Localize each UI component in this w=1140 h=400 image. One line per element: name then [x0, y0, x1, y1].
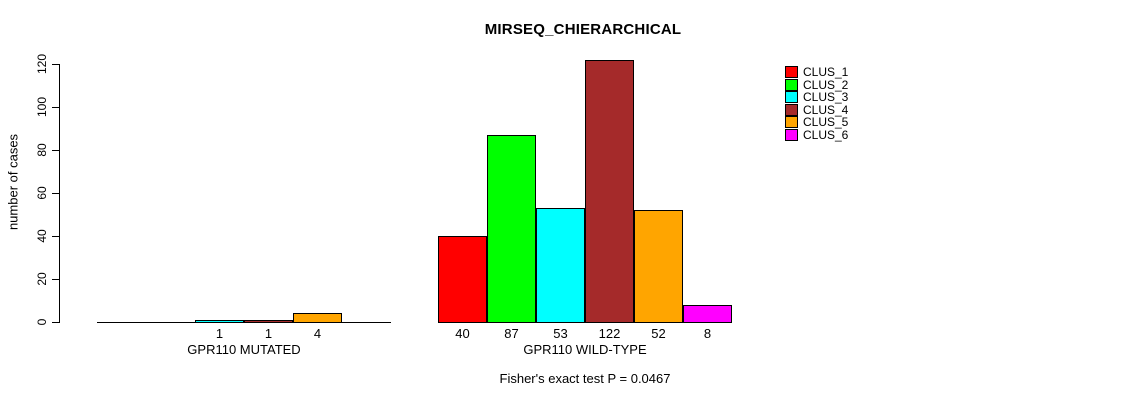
- y-axis-tick: [52, 235, 59, 237]
- bar-clus-3: [536, 208, 585, 323]
- group-label: GPR110 WILD-TYPE: [523, 342, 647, 357]
- legend-swatch: [785, 78, 798, 91]
- bar-clus-1: [438, 236, 487, 323]
- legend-label: CLUS_1: [803, 65, 849, 80]
- legend-label: CLUS_4: [803, 102, 849, 117]
- bar-value-label: 4: [313, 326, 322, 341]
- group-label: GPR110 MUTATED: [187, 342, 301, 357]
- legend-row: CLUS_1: [785, 66, 848, 79]
- legend-swatch: [785, 91, 798, 104]
- legend-label: CLUS_3: [803, 90, 849, 105]
- legend-label: CLUS_6: [803, 127, 849, 142]
- y-axis-tick-label: 120: [35, 53, 49, 75]
- y-axis-tick-label: 40: [35, 229, 49, 243]
- y-axis-tick-label: 80: [35, 143, 49, 157]
- bar-clus-5: [634, 210, 683, 323]
- bar-value-label: 8: [703, 326, 712, 341]
- legend-row: CLUS_3: [785, 91, 848, 104]
- y-axis-tick-label: 0: [35, 318, 49, 326]
- legend-row: CLUS_6: [785, 127, 849, 142]
- y-axis-tick-label: 100: [35, 96, 49, 118]
- y-axis-tick-label: 20: [35, 272, 49, 286]
- y-axis-tick: [52, 106, 59, 108]
- bar-value-label: 53: [553, 326, 568, 341]
- y-axis-tick: [52, 192, 59, 194]
- y-axis-tick: [52, 149, 59, 151]
- bar-value-label: 1: [264, 326, 273, 341]
- fisher-test-annotation: Fisher's exact test P = 0.0467: [499, 371, 671, 386]
- y-axis-label: number of cases: [5, 133, 21, 231]
- legend-swatch: [785, 66, 798, 79]
- bar-clus-4: [244, 320, 293, 323]
- legend-swatch: [785, 116, 798, 129]
- bar-clus-4: [585, 60, 634, 323]
- bar-value-label: 87: [504, 326, 519, 341]
- bar-clus-6: [683, 305, 732, 323]
- bar-clus-2: [487, 135, 536, 323]
- legend-row: CLUS_4: [785, 102, 849, 117]
- bar-clus-3: [195, 320, 244, 323]
- legend-label: CLUS_5: [803, 115, 849, 130]
- y-axis-tick: [52, 321, 59, 323]
- chart-title: MIRSEQ_CHIERARCHICAL: [484, 21, 682, 38]
- y-axis-tick-label: 60: [35, 186, 49, 200]
- legend: CLUS_1 CLUS_2 CLUS_3 CLUS_4 CLUS_5 CLUS_6: [785, 66, 848, 141]
- bar-value-label: 40: [455, 326, 470, 341]
- bar-value-label: 1: [215, 326, 224, 341]
- bar-value-label: 122: [598, 326, 621, 341]
- y-axis-tick: [52, 278, 59, 280]
- legend-swatch: [785, 103, 798, 116]
- legend-swatch: [785, 128, 798, 141]
- legend-row: CLUS_5: [785, 116, 848, 129]
- y-axis-line: [59, 64, 60, 323]
- legend-row: CLUS_2: [785, 77, 849, 92]
- bar-value-label: 52: [651, 326, 666, 341]
- y-axis-tick: [52, 63, 59, 65]
- bar-clus-5: [293, 313, 342, 323]
- legend-label: CLUS_2: [803, 77, 849, 92]
